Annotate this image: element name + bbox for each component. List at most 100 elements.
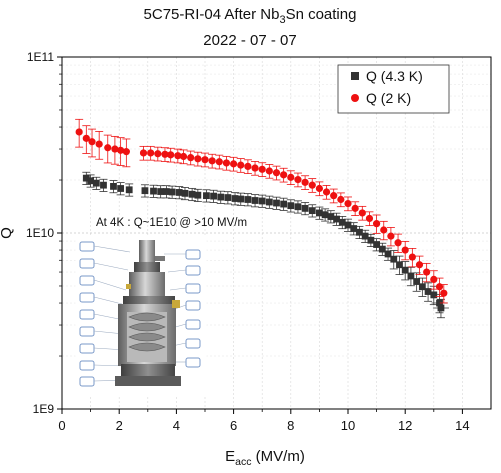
data-point-q-2k [230,160,238,168]
data-point-q-4-3k [390,255,398,263]
x-tick-label: 12 [398,418,412,433]
series-q-2k [75,118,448,304]
data-point-q-4-3k [194,191,202,199]
data-point-q-4-3k [117,185,125,192]
data-point-q-2k [258,165,266,173]
legend-label-q-2k: Q (2 K) [366,90,411,106]
data-point-q-4-3k [251,197,259,204]
data-point-q-4-3k [231,195,239,202]
cavity-callout-boxes-right [185,249,201,368]
data-point-q-4-3k [203,192,210,200]
data-point-q-2k [179,152,188,161]
data-point-q-2k [315,184,323,193]
data-point-q-4-3k [110,182,117,190]
data-point-q-4-3k [418,283,426,291]
data-point-q-4-3k [168,188,176,196]
data-point-q-2k [104,144,112,152]
data-point-q-4-3k [361,232,369,240]
data-point-q-2k [201,156,209,164]
data-point-q-2k [194,155,202,163]
data-point-q-4-3k [92,179,100,187]
data-point-q-2k [394,239,402,247]
x-tick-label: 8 [287,418,294,433]
data-point-q-2k [272,169,281,177]
chart-subtitle: 2022 - 07 - 07 [203,32,296,49]
data-point-q-4-3k [217,193,225,201]
data-point-q-4-3k [157,188,165,195]
data-point-q-4-3k [287,202,295,210]
data-point-q-4-3k [396,261,403,269]
data-point-q-4-3k [407,272,415,280]
data-point-q-2k [322,188,331,196]
data-point-q-2k [358,209,366,217]
data-point-q-2k [82,134,90,142]
data-point-q-2k [430,275,438,283]
data-point-q-4-3k [82,174,90,182]
data-point-q-2k [344,199,352,208]
data-point-q-4-3k [384,250,392,258]
data-point-q-2k [75,128,83,136]
data-point-q-4-3k [424,288,432,295]
data-point-q-2k [401,246,409,254]
data-point-q-2k [287,173,295,181]
data-point-q-2k [280,171,288,179]
data-point-q-2k [161,150,169,158]
x-axis-title: Eacc (MV/m) [225,448,305,468]
data-point-q-4-3k [224,194,232,201]
data-point-q-4-3k [273,199,280,207]
data-point-q-4-3k [308,207,316,215]
data-point-q-4-3k [401,266,409,274]
data-point-q-4-3k [210,192,217,200]
x-tick-label: 2 [116,418,123,433]
data-point-q-2k [88,138,96,146]
cavity-body [115,240,181,386]
data-point-q-4-3k [350,225,358,232]
data-point-q-2k [308,181,316,189]
data-point-q-2k [187,154,195,162]
data-point-q-4-3k [344,221,352,229]
data-point-q-2k [365,214,374,223]
data-point-q-4-3k [413,278,421,285]
data-point-q-4-3k [301,204,309,212]
data-point-q-4-3k [321,211,329,219]
data-point-q-2k [147,149,155,157]
data-point-q-4-3k [327,213,335,220]
data-point-q-4-3k [237,195,245,203]
data-point-q-4-3k [280,200,288,208]
data-point-q-2k [373,220,381,228]
data-point-q-2k [301,178,309,186]
data-point-q-2k [167,151,175,159]
data-point-q-4-3k [430,291,438,299]
data-point-q-2k [408,253,416,261]
data-point-q-4-3k [294,203,302,211]
chart-annotation: At 4K : Q~1E10 @ >10 MV/m [96,217,247,229]
data-point-q-4-3k [338,218,346,226]
data-point-q-4-3k [436,299,443,307]
series-q-4-3k [82,171,449,319]
data-point-q-2k [117,146,125,154]
data-point-q-4-3k [333,215,340,223]
y-tick-label: 1E11 [27,50,54,64]
data-point-q-4-3k [87,177,94,185]
x-tick-label: 14 [455,418,469,433]
data-point-q-2k [174,152,182,160]
data-point-q-2k [215,158,223,166]
data-point-q-4-3k [175,189,183,196]
x-axis: 0 2 4 6 8 10 12 14 [58,409,470,433]
x-tick-label: 10 [341,418,355,433]
data-point-q-2k [387,232,395,240]
cavity-callout-boxes-left [79,241,95,387]
data-point-q-2k [95,140,103,148]
data-point-q-2k [154,150,162,158]
data-point-q-2k [351,204,359,212]
cavity-diagram-inset [75,235,207,397]
data-point-q-2k [337,195,345,204]
data-point-q-2k [237,161,245,169]
data-point-q-2k [380,226,388,234]
legend-marker-q-2k [351,94,359,102]
data-point-q-2k [139,149,148,157]
data-point-q-4-3k [150,187,157,195]
data-point-q-4-3k [141,187,149,195]
data-point-q-2k [208,157,216,165]
